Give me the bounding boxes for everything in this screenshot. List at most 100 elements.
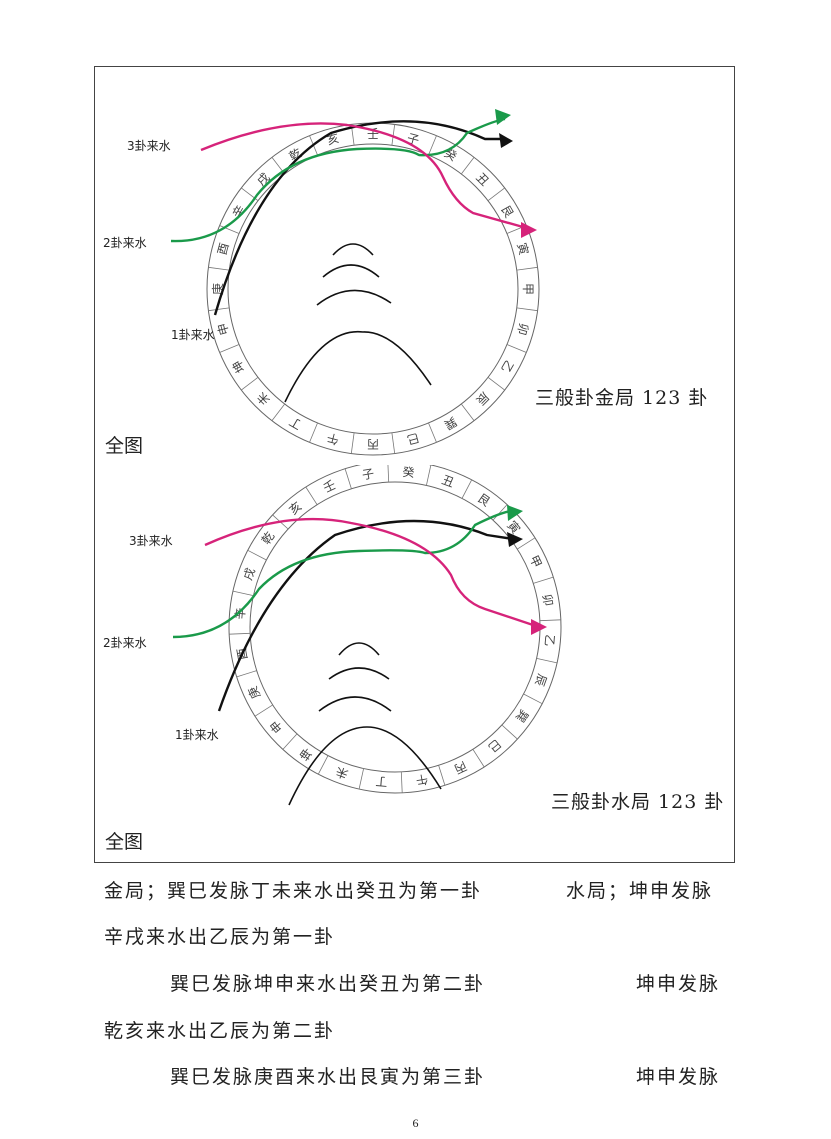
ring-character: 卯 (514, 321, 531, 336)
ring-character: 甲 (527, 553, 545, 570)
ring-divider (305, 486, 318, 505)
ring-divider (247, 549, 267, 561)
water-line-2 (170, 117, 506, 243)
diagram-caption: 三般卦金局 123 卦 (535, 387, 709, 409)
text-line: 水局；坤申发脉 (566, 880, 714, 902)
ring-divider (350, 432, 355, 454)
ring-divider (232, 590, 254, 596)
ring-character: 丑 (473, 170, 491, 188)
text-line: 乾亥来水出乙辰为第二卦 (104, 1020, 336, 1042)
compass-ring: 子癸丑艮寅甲卯乙辰巽巳丙午丁未坤申庚酉辛戌乾亥壬 (228, 465, 562, 794)
page-number: 6 (412, 1116, 419, 1130)
ring-divider (282, 733, 298, 750)
ring-character: 戌 (241, 566, 258, 582)
ring-divider (219, 225, 240, 234)
ring-character: 申 (267, 717, 285, 735)
ring-character: 艮 (475, 491, 493, 509)
text-line: 坤申发脉 (636, 973, 721, 995)
ring-character: 丙 (367, 437, 379, 451)
ring-divider (516, 307, 538, 312)
compass-ring: 辛戌乾亥壬子癸丑艮寅甲卯乙辰巽巳丙午丁未坤申庚酉 (206, 122, 540, 456)
diagram-panel-water: 子癸丑艮寅甲卯乙辰巽巳丙午丁未坤申庚酉辛戌乾亥壬 3卦来水 2卦来水 1卦来水 … (94, 465, 735, 863)
ring-divider (400, 771, 403, 793)
ring-character: 未 (254, 389, 272, 407)
ring-character: 庚 (245, 684, 264, 701)
ring-divider (438, 765, 446, 786)
ring-divider (358, 768, 364, 790)
ring-divider (517, 537, 536, 550)
ring-divider (501, 724, 518, 740)
ring-character: 子 (361, 466, 375, 482)
ring-divider (460, 157, 475, 175)
ring-character: 卯 (540, 593, 556, 607)
water-label-2: 2卦来水 (103, 236, 147, 250)
ring-divider (219, 344, 240, 353)
ring-character: 乙 (542, 634, 557, 647)
ring-character: 酉 (215, 241, 232, 256)
water-label-1: 1卦来水 (171, 328, 215, 342)
ring-divider (428, 422, 437, 443)
ring-character: 辰 (532, 672, 549, 688)
full-diagram-label: 全图 (105, 831, 144, 853)
mountain-ridges (288, 642, 442, 806)
ring-character: 艮 (498, 203, 516, 220)
ring-character: 巳 (405, 430, 420, 447)
ring-divider (461, 479, 473, 499)
arrow-1 (507, 532, 523, 547)
ring-divider (428, 135, 437, 156)
arrow-1 (499, 133, 513, 148)
water-label-3: 3卦来水 (129, 534, 173, 548)
ring-divider (539, 619, 561, 622)
ring-character: 壬 (321, 478, 338, 496)
ring-divider (241, 376, 259, 391)
arrow-2 (495, 109, 511, 125)
ring-divider (487, 187, 505, 202)
ring-character: 丁 (375, 774, 388, 789)
text-line: 巽巳发脉坤申来水出癸丑为第二卦 (170, 973, 486, 995)
arrow-3 (521, 222, 537, 238)
text-line: 坤申发脉 (636, 1066, 721, 1088)
arrow-2 (507, 505, 523, 521)
ring-character: 丑 (440, 473, 456, 490)
mountain-ridges (284, 243, 432, 403)
ring-divider (387, 465, 390, 483)
arrow-3 (531, 619, 547, 635)
diagram-caption: 三般卦水局 123 卦 (551, 791, 725, 813)
ring-divider (391, 432, 396, 454)
water-line-1 (217, 519, 514, 712)
ring-character: 午 (325, 430, 340, 447)
ring-divider (487, 376, 505, 391)
diagram-panel-gold: 辛戌乾亥壬子癸丑艮寅甲卯乙辰巽巳丙午丁未坤申庚酉 3卦来水 2卦来水 1卦来水 … (94, 66, 735, 466)
ring-divider (309, 422, 318, 443)
ring-divider (208, 266, 230, 271)
ring-character: 巽 (513, 707, 531, 725)
ring-divider (506, 344, 527, 353)
ring-divider (317, 755, 329, 775)
ring-divider (516, 266, 538, 271)
ring-character: 丁 (287, 414, 304, 432)
ring-character: 午 (415, 772, 429, 788)
ring-divider (492, 504, 508, 521)
ring-divider (536, 658, 558, 664)
water-line-3 (200, 122, 524, 229)
diagram-water-svg: 子癸丑艮寅甲卯乙辰巽巳丙午丁未坤申庚酉辛戌乾亥壬 3卦来水 2卦来水 1卦来水 (103, 465, 562, 806)
water-line-3 (204, 517, 534, 627)
water-label-1: 1卦来水 (175, 728, 219, 742)
ring-divider (426, 465, 432, 486)
ring-character: 申 (215, 321, 232, 336)
ring-character: 巽 (442, 414, 459, 432)
full-diagram-label: 全图 (105, 435, 144, 457)
ring-divider (229, 632, 251, 635)
ring-divider (533, 576, 554, 584)
ring-divider (271, 403, 286, 421)
text-line: 巽巳发脉庚酉来水出艮寅为第三卦 (170, 1066, 486, 1088)
water-label-3: 3卦来水 (127, 139, 171, 153)
water-label-2: 2卦来水 (103, 636, 147, 650)
ring-character: 未 (334, 764, 350, 781)
ring-character: 坤 (229, 358, 248, 376)
ring-divider (460, 403, 475, 421)
ring-character: 丙 (452, 759, 469, 777)
ring-character: 亥 (286, 499, 304, 517)
ring-character: 巳 (485, 736, 503, 754)
ring-divider (236, 670, 257, 678)
